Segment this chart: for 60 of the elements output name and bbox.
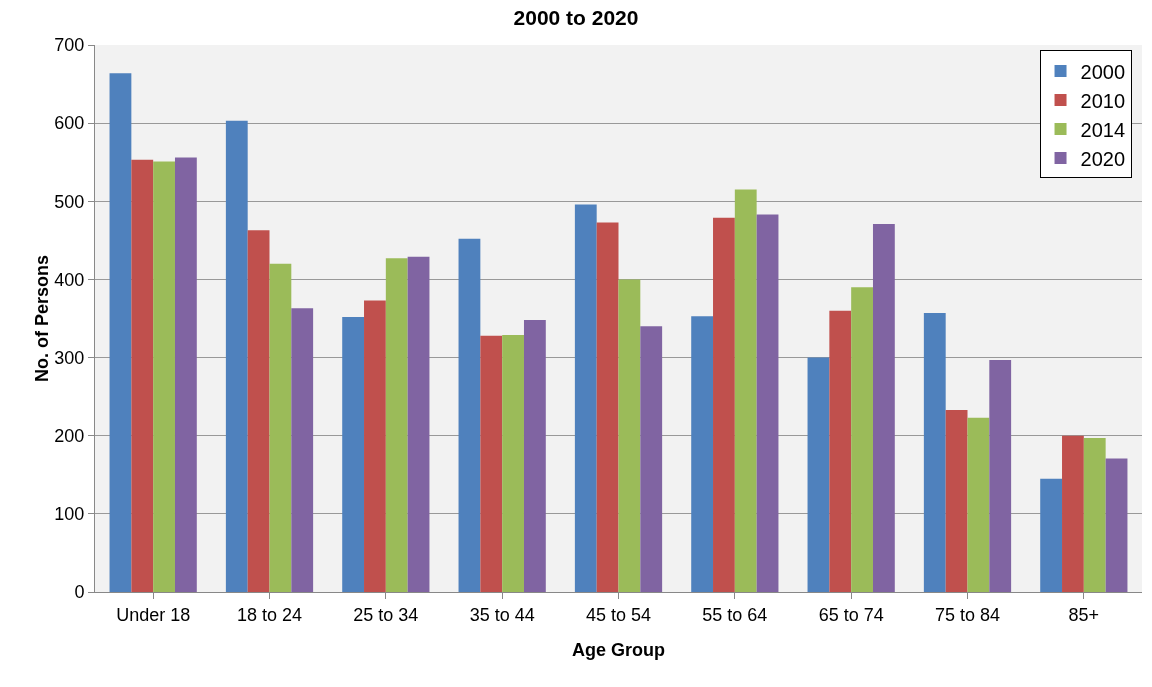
bar	[502, 334, 524, 592]
y-axis-title: No. of Persons	[32, 254, 53, 383]
bar	[618, 279, 641, 592]
y-tick-label: 300	[54, 347, 85, 368]
y-tick-label: 100	[54, 504, 85, 525]
bar	[807, 357, 830, 592]
bar	[1105, 458, 1128, 592]
bar	[153, 161, 175, 592]
y-tick-label: 200	[54, 426, 85, 447]
x-tick-label: 85+	[1068, 604, 1100, 625]
bar	[407, 256, 430, 592]
bar	[734, 189, 757, 592]
x-tick-label: 55 to 64	[702, 604, 768, 625]
x-tick-label: 25 to 34	[353, 604, 419, 625]
bar	[480, 335, 503, 592]
bar	[756, 214, 779, 592]
legend-label: 2000	[1080, 60, 1126, 83]
x-tick-label: 45 to 54	[585, 604, 652, 625]
y-tick-label: 600	[54, 113, 85, 134]
bar	[713, 217, 735, 592]
bar	[1083, 438, 1106, 592]
bar	[131, 159, 154, 592]
bar	[872, 223, 895, 592]
bar	[829, 310, 852, 592]
x-tick-label: Under 18	[116, 604, 191, 625]
legend-label: 2020	[1080, 147, 1126, 170]
bar	[640, 326, 663, 592]
bar	[574, 204, 597, 592]
bar	[269, 263, 292, 592]
y-tick-label: 0	[74, 582, 85, 603]
y-tick-label: 400	[54, 269, 85, 290]
bar	[691, 316, 714, 592]
x-tick-label: 35 to 44	[469, 604, 535, 625]
bar	[385, 258, 408, 592]
bar	[174, 157, 197, 592]
bar	[1040, 478, 1063, 592]
legend-label: 2014	[1080, 118, 1126, 141]
chart-title: 2000 to 2020	[513, 6, 639, 30]
bar	[923, 313, 946, 592]
x-tick-label: 18 to 24	[236, 604, 303, 625]
bar	[945, 409, 968, 592]
bar	[364, 300, 386, 592]
bar	[1062, 435, 1084, 592]
bar	[458, 238, 481, 592]
x-tick-label: 65 to 74	[818, 604, 884, 625]
bar	[596, 222, 619, 592]
bar	[291, 308, 314, 592]
bar	[523, 320, 546, 592]
bar	[225, 120, 248, 592]
y-tick-label: 500	[54, 191, 85, 212]
legend-label: 2010	[1080, 89, 1126, 112]
bar	[247, 230, 270, 592]
bar	[851, 287, 873, 592]
bar	[342, 316, 365, 592]
x-axis-title: Age Group	[572, 640, 665, 660]
bar	[967, 417, 990, 592]
bar	[109, 73, 132, 592]
y-tick-label: 700	[54, 35, 85, 56]
bar	[989, 359, 1012, 592]
x-tick-label: 75 to 84	[934, 604, 1001, 625]
